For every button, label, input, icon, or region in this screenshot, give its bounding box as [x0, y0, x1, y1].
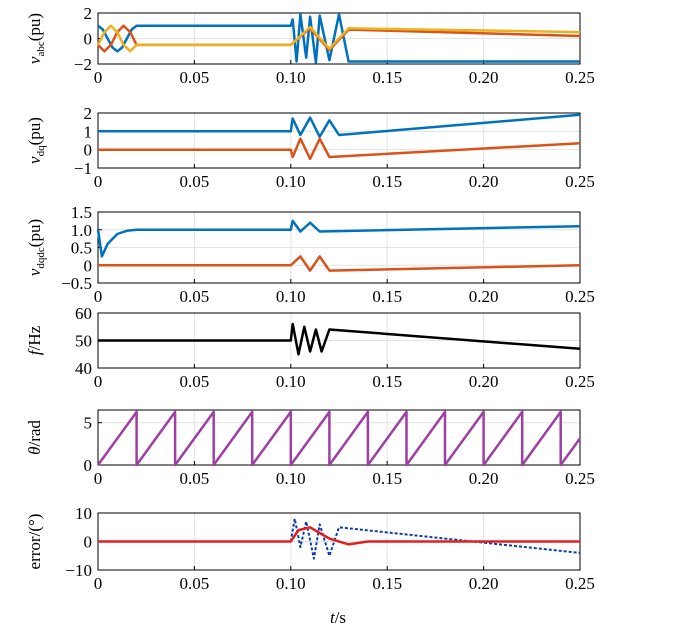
x-tick-label: 0.20	[469, 372, 499, 391]
y-tick-label: 1.5	[71, 203, 92, 222]
x-tick-label: 0.15	[372, 68, 402, 87]
y-label-var: θ	[25, 447, 44, 455]
x-tick-label: 0.10	[276, 372, 306, 391]
series-line-2	[98, 255, 581, 272]
chart-panel-5: 0 0.05 0.10 0.15 0.20 0.25 5 0 θ/rad	[25, 409, 595, 488]
y-tick-label: −1	[74, 159, 92, 178]
y-tick-label: 0	[84, 141, 93, 160]
y-axis-label: vabc(pu)	[25, 13, 47, 64]
y-tick-label: 10	[75, 504, 92, 523]
x-tick-label: 0.10	[276, 172, 306, 191]
y-tick-label: 5	[84, 414, 93, 433]
y-label-unit: (pu)	[25, 219, 44, 247]
x-tick-label: 0.25	[565, 287, 595, 306]
x-tick-label: 0.20	[469, 469, 499, 488]
x-axis-label: t/s	[330, 608, 346, 627]
x-tick-label: 0.15	[372, 172, 402, 191]
y-axis-label: θ/rad	[25, 420, 44, 455]
x-tick-label: 0.20	[469, 172, 499, 191]
y-label-sub: dq	[35, 145, 47, 157]
x-tick-label: 0.05	[180, 287, 210, 306]
x-tick-label: 0	[94, 372, 103, 391]
y-label-unit: (pu)	[25, 13, 44, 41]
series-line-2	[98, 526, 580, 546]
y-tick-label: −0.5	[61, 274, 92, 293]
y-tick-label: 2	[84, 104, 93, 123]
y-label-unit: /Hz	[25, 325, 44, 350]
x-tick-label: 0	[94, 469, 103, 488]
y-tick-label: 50	[75, 332, 92, 351]
x-tick-label: 0	[94, 68, 103, 87]
x-tick-label: 0.25	[565, 469, 595, 488]
y-tick-label: 0	[84, 456, 93, 475]
y-axis-label: f/Hz	[25, 325, 44, 355]
x-tick-label: 0.25	[565, 372, 595, 391]
axes-box	[97, 409, 581, 466]
y-tick-label: −10	[65, 561, 92, 580]
y-label-var: f	[25, 348, 44, 355]
y-tick-label: 1	[84, 122, 93, 141]
series-line-1	[96, 410, 582, 467]
y-axis-label: error/(°)	[25, 514, 44, 570]
x-tick-label: 0.20	[469, 287, 499, 306]
y-label-sub: dqdc	[35, 247, 47, 269]
axes-box	[97, 112, 581, 169]
y-label-unit: (pu)	[25, 117, 44, 145]
x-tick-label: 0.15	[372, 372, 402, 391]
x-tick-label: 0.10	[276, 68, 306, 87]
x-tick-label: 0.20	[469, 68, 499, 87]
y-tick-label: 0	[84, 533, 93, 552]
y-tick-label: 0	[84, 30, 93, 49]
x-tick-label: 0.05	[180, 469, 210, 488]
axes-box	[97, 211, 581, 284]
y-tick-label: 0.5	[71, 239, 92, 258]
x-tick-label: 0.05	[180, 574, 210, 593]
y-label-unit: error/(°)	[25, 514, 44, 570]
y-tick-label: 2	[84, 4, 93, 23]
series-line-1	[98, 322, 581, 356]
y-label-var: v	[25, 56, 44, 64]
y-label-var: v	[25, 268, 44, 276]
axes-box	[97, 12, 581, 65]
series-line-3	[96, 24, 581, 53]
chart-panel-3: 0 0.05 0.10 0.15 0.20 0.251.51.00.50−0.5vdqdc…	[25, 203, 595, 306]
series-line-1	[289, 517, 581, 560]
series-line-1	[96, 219, 581, 258]
chart-panel-4: 0 0.05 0.10 0.15 0.20 0.25 60 50 40 f/Hz	[25, 304, 595, 391]
x-tick-label: 0.25	[565, 574, 595, 593]
x-tick-label: 0.05	[180, 372, 210, 391]
x-tick-label: 0.15	[372, 469, 402, 488]
y-tick-label: 60	[75, 304, 92, 323]
y-tick-label: 40	[75, 359, 92, 378]
y-tick-label: 0	[84, 256, 93, 275]
x-tick-label: 0.25	[565, 68, 595, 87]
x-tick-label: 0	[94, 574, 103, 593]
y-label-sub: abc	[35, 41, 47, 56]
x-tick-label: 0.10	[276, 469, 306, 488]
x-tick-label: 0.25	[565, 172, 595, 191]
x-tick-label: 0	[94, 172, 103, 191]
x-tick-label: 0.15	[372, 287, 402, 306]
y-tick-label: 1.0	[71, 221, 92, 240]
y-label-unit: /rad	[25, 420, 44, 447]
x-tick-label: 0.20	[469, 574, 499, 593]
x-tick-label: 0.05	[180, 172, 210, 191]
series-line-1	[98, 113, 581, 139]
x-tick-label: 0.05	[180, 68, 210, 87]
y-axis-label: vdqdc(pu)	[25, 219, 47, 276]
series-line-2	[98, 137, 581, 161]
x-tick-label: 0.15	[372, 574, 402, 593]
x-tick-label: 0.10	[276, 574, 306, 593]
x-tick-label: 0	[94, 287, 103, 306]
y-axis-label: vdq(pu)	[25, 117, 47, 164]
x-tick-label: 0.10	[276, 287, 306, 306]
y-label-var: v	[25, 156, 44, 164]
y-tick-label: −2	[74, 55, 92, 74]
